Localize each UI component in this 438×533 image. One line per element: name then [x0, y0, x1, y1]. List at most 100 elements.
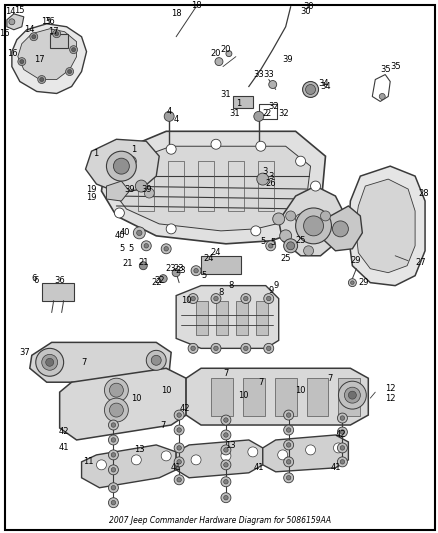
- Polygon shape: [176, 286, 279, 349]
- Circle shape: [36, 349, 64, 376]
- Bar: [49, 34, 67, 47]
- Circle shape: [280, 230, 292, 242]
- Circle shape: [284, 410, 293, 420]
- Circle shape: [306, 85, 315, 94]
- Circle shape: [348, 391, 357, 399]
- Text: 24: 24: [211, 248, 221, 257]
- Bar: [275, 378, 297, 416]
- Circle shape: [111, 486, 116, 490]
- Text: 34: 34: [321, 82, 331, 91]
- Text: 7: 7: [160, 421, 166, 430]
- Polygon shape: [7, 14, 24, 30]
- Circle shape: [211, 343, 221, 353]
- Text: 11: 11: [83, 457, 93, 466]
- Circle shape: [224, 480, 228, 484]
- Polygon shape: [106, 181, 129, 201]
- Circle shape: [244, 346, 248, 351]
- Circle shape: [221, 492, 231, 503]
- Circle shape: [284, 239, 297, 253]
- Circle shape: [161, 451, 171, 461]
- Circle shape: [257, 173, 269, 185]
- Text: 31: 31: [229, 109, 240, 118]
- Text: 1: 1: [236, 99, 241, 108]
- Text: 37: 37: [19, 348, 30, 357]
- Text: 15: 15: [42, 17, 52, 26]
- Circle shape: [38, 76, 46, 84]
- Circle shape: [304, 216, 324, 236]
- Circle shape: [221, 460, 231, 470]
- Text: 32: 32: [269, 102, 279, 111]
- Text: 12: 12: [385, 394, 396, 402]
- Text: 33: 33: [254, 70, 264, 79]
- Text: 22: 22: [151, 278, 162, 287]
- Circle shape: [296, 156, 306, 166]
- Circle shape: [266, 346, 271, 351]
- Circle shape: [214, 346, 218, 351]
- Polygon shape: [176, 440, 263, 478]
- Polygon shape: [30, 342, 171, 382]
- Circle shape: [296, 214, 306, 224]
- Text: 42: 42: [179, 403, 190, 413]
- Circle shape: [286, 428, 291, 432]
- Circle shape: [321, 211, 330, 221]
- Circle shape: [340, 416, 345, 421]
- Text: 17: 17: [35, 55, 45, 64]
- Circle shape: [30, 33, 38, 41]
- Circle shape: [110, 383, 124, 397]
- Text: 40: 40: [120, 228, 130, 237]
- Polygon shape: [279, 186, 346, 256]
- Text: 27: 27: [415, 258, 426, 267]
- Text: 7: 7: [258, 378, 264, 387]
- Circle shape: [226, 51, 232, 56]
- Circle shape: [340, 446, 345, 450]
- Circle shape: [146, 350, 166, 370]
- Polygon shape: [321, 206, 362, 251]
- Circle shape: [53, 30, 60, 38]
- Circle shape: [177, 459, 181, 464]
- Text: 7: 7: [81, 358, 86, 367]
- Circle shape: [221, 445, 231, 455]
- Polygon shape: [111, 146, 311, 231]
- Circle shape: [106, 151, 136, 181]
- Circle shape: [306, 445, 315, 455]
- Circle shape: [221, 451, 231, 461]
- Text: 5: 5: [271, 238, 276, 247]
- Text: 39: 39: [283, 55, 293, 64]
- Text: 7: 7: [328, 374, 333, 383]
- Circle shape: [221, 477, 231, 487]
- Circle shape: [104, 378, 128, 402]
- Text: 33: 33: [263, 70, 274, 79]
- Text: 3: 3: [269, 172, 274, 181]
- Text: 5: 5: [260, 237, 265, 246]
- Text: 19: 19: [86, 192, 96, 201]
- Circle shape: [111, 438, 116, 442]
- Circle shape: [266, 296, 271, 301]
- Text: 1: 1: [93, 149, 99, 158]
- Circle shape: [188, 343, 198, 353]
- Text: 36: 36: [44, 17, 55, 26]
- Circle shape: [172, 269, 180, 277]
- Text: 23: 23: [176, 266, 187, 275]
- Circle shape: [224, 448, 228, 452]
- Circle shape: [164, 111, 174, 122]
- Circle shape: [109, 450, 118, 460]
- Polygon shape: [263, 435, 348, 472]
- Circle shape: [284, 440, 293, 450]
- Text: 13: 13: [134, 446, 145, 455]
- Circle shape: [166, 144, 176, 154]
- Polygon shape: [60, 368, 186, 440]
- Circle shape: [286, 459, 291, 464]
- Circle shape: [109, 498, 118, 507]
- Circle shape: [133, 227, 145, 239]
- Circle shape: [20, 60, 24, 63]
- Text: 16: 16: [7, 49, 18, 58]
- Text: 8: 8: [218, 288, 224, 297]
- Circle shape: [337, 413, 347, 423]
- Bar: [228, 161, 244, 211]
- Circle shape: [111, 467, 116, 472]
- Text: 18: 18: [191, 2, 201, 10]
- Text: 29: 29: [350, 256, 361, 265]
- Text: 15: 15: [14, 6, 25, 15]
- Circle shape: [9, 19, 15, 25]
- Circle shape: [303, 82, 318, 98]
